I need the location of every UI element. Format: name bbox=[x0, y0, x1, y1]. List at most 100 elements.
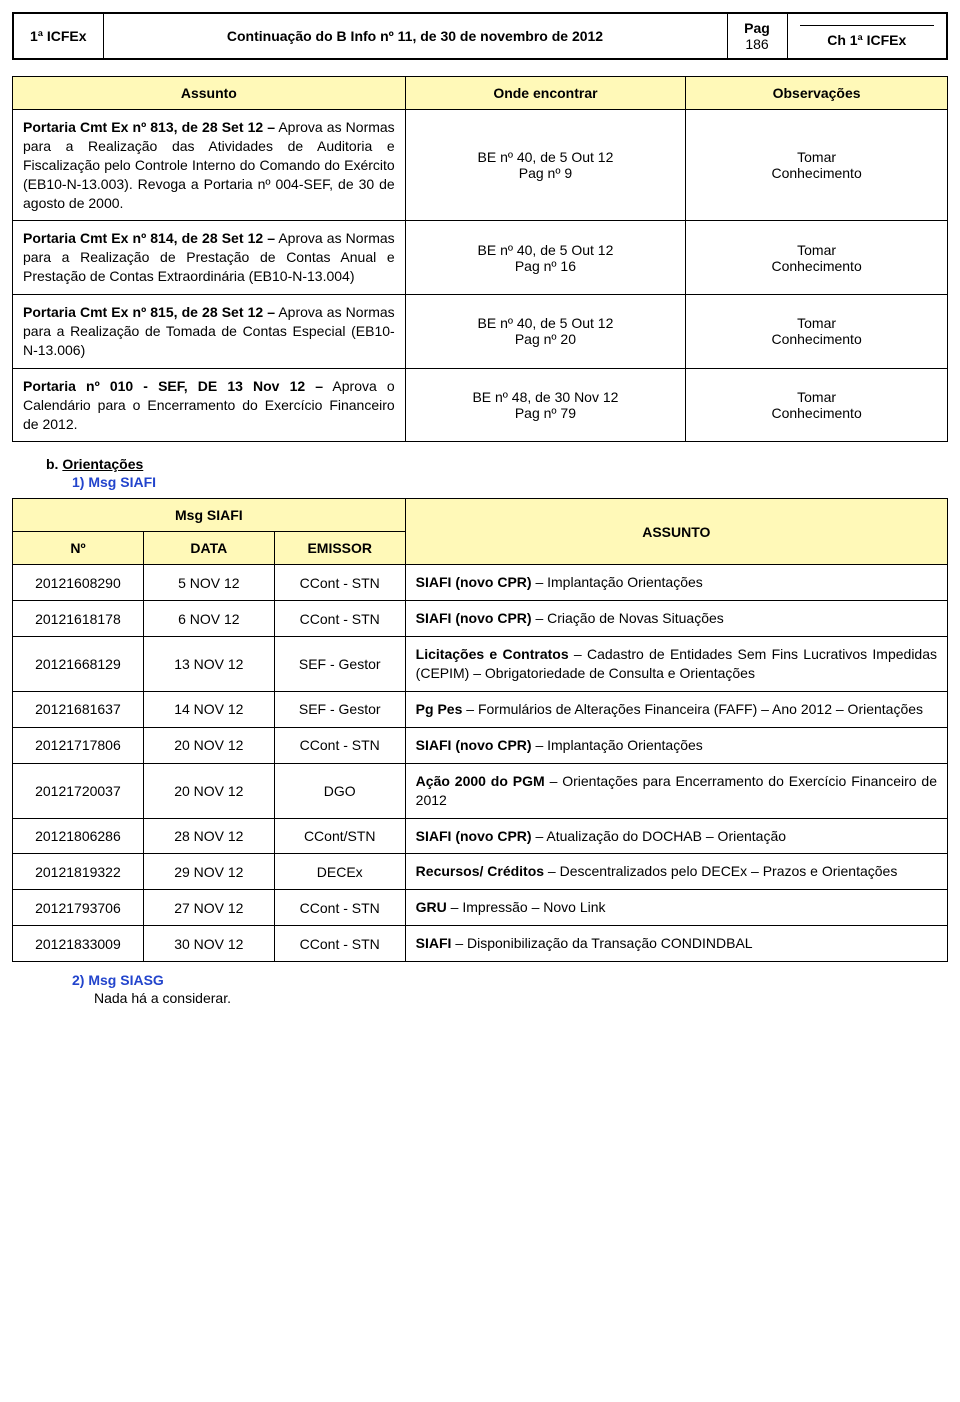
header-left-cell: 1ª ICFEx bbox=[13, 13, 103, 59]
section-sub2: 2) Msg SIASG bbox=[72, 972, 948, 988]
msg-cell-no: 20121720037 bbox=[13, 763, 144, 818]
onde-line2: Pag nº 16 bbox=[416, 258, 676, 274]
obs-line1: Tomar bbox=[696, 315, 937, 331]
msg-row: 2012183300930 NOV 12CCont - STNSIAFI – D… bbox=[13, 926, 948, 962]
msg-row: 2012166812913 NOV 12SEF - GestorLicitaçõ… bbox=[13, 637, 948, 692]
onde-line1: BE nº 40, de 5 Out 12 bbox=[416, 149, 676, 165]
assunto-bold: Portaria Cmt Ex nº 813, de 28 Set 12 – bbox=[23, 119, 275, 135]
obs-line1: Tomar bbox=[696, 242, 937, 258]
assunto-cell-obs: TomarConhecimento bbox=[686, 368, 948, 442]
msg-assunto-bold: GRU bbox=[416, 899, 447, 915]
msg-assunto-rest: – Formulários de Alterações Financeira (… bbox=[462, 701, 923, 717]
msg-assunto-rest: – Atualização do DOCHAB – Orientação bbox=[532, 828, 786, 844]
msg-cell-no: 20121819322 bbox=[13, 854, 144, 890]
assunto-cell-assunto: Portaria Cmt Ex nº 815, de 28 Set 12 – A… bbox=[13, 295, 406, 369]
obs-line2: Conhecimento bbox=[696, 331, 937, 347]
msg-cell-no: 20121793706 bbox=[13, 890, 144, 926]
msg-cell-assunto: GRU – Impressão – Novo Link bbox=[405, 890, 947, 926]
msg-cell-no: 20121806286 bbox=[13, 818, 144, 854]
onde-line1: BE nº 48, de 30 Nov 12 bbox=[416, 389, 676, 405]
msg-cell-emissor: DGO bbox=[274, 763, 405, 818]
msg-cell-no: 20121608290 bbox=[13, 565, 144, 601]
assunto-cell-onde: BE nº 48, de 30 Nov 12Pag nº 79 bbox=[405, 368, 686, 442]
msg-cell-no: 20121618178 bbox=[13, 601, 144, 637]
header-pag-number: 186 bbox=[745, 36, 768, 52]
msg-row: 201216181786 NOV 12CCont - STNSIAFI (nov… bbox=[13, 601, 948, 637]
msg-assunto-bold: SIAFI bbox=[416, 935, 452, 951]
msg-subhead-data: DATA bbox=[143, 532, 274, 565]
obs-line1: Tomar bbox=[696, 389, 937, 405]
msg-cell-emissor: CCont - STN bbox=[274, 890, 405, 926]
msg-assunto-bold: Recursos/ Créditos bbox=[416, 863, 544, 879]
msg-cell-assunto: Pg Pes – Formulários de Alterações Finan… bbox=[405, 692, 947, 728]
msg-assunto-rest: – Descentralizados pelo DECEx – Prazos e… bbox=[544, 863, 897, 879]
obs-line2: Conhecimento bbox=[696, 165, 937, 181]
msg-row: 2012181932229 NOV 12DECExRecursos/ Crédi… bbox=[13, 854, 948, 890]
msg-cell-data: 28 NOV 12 bbox=[143, 818, 274, 854]
msg-cell-assunto: SIAFI – Disponibilização da Transação CO… bbox=[405, 926, 947, 962]
assunto-bold: Portaria Cmt Ex nº 814, de 28 Set 12 – bbox=[23, 230, 275, 246]
msg-cell-data: 27 NOV 12 bbox=[143, 890, 274, 926]
header-ch-text: Ch 1ª ICFEx bbox=[796, 32, 939, 48]
msg-assunto-rest: – Implantação Orientações bbox=[532, 574, 703, 590]
nada-text: Nada há a considerar. bbox=[94, 990, 948, 1006]
msg-subhead-emissor: EMISSOR bbox=[274, 532, 405, 565]
msg-cell-data: 20 NOV 12 bbox=[143, 727, 274, 763]
msg-cell-emissor: CCont - STN bbox=[274, 601, 405, 637]
msg-cell-data: 14 NOV 12 bbox=[143, 692, 274, 728]
page-header-table: 1ª ICFEx Continuação do B Info nº 11, de… bbox=[12, 12, 948, 60]
msg-row: 2012168163714 NOV 12SEF - GestorPg Pes –… bbox=[13, 692, 948, 728]
msg-cell-data: 29 NOV 12 bbox=[143, 854, 274, 890]
section-b-text: Orientações bbox=[62, 456, 143, 472]
assunto-head-row: Assunto Onde encontrar Observações bbox=[13, 77, 948, 110]
assunto-cell-obs: TomarConhecimento bbox=[686, 221, 948, 295]
msg-cell-data: 30 NOV 12 bbox=[143, 926, 274, 962]
header-pag-label: Pag bbox=[736, 20, 779, 36]
msg-cell-data: 13 NOV 12 bbox=[143, 637, 274, 692]
msg-head-left: Msg SIAFI bbox=[13, 499, 406, 532]
msg-cell-assunto: SIAFI (novo CPR) – Implantação Orientaçõ… bbox=[405, 565, 947, 601]
msg-cell-emissor: DECEx bbox=[274, 854, 405, 890]
msg-cell-assunto: SIAFI (novo CPR) – Atualização do DOCHAB… bbox=[405, 818, 947, 854]
assunto-row: Portaria nº 010 - SEF, DE 13 Nov 12 – Ap… bbox=[13, 368, 948, 442]
section-sub1: 1) Msg SIAFI bbox=[72, 474, 948, 490]
msg-assunto-rest: – Impressão – Novo Link bbox=[447, 899, 606, 915]
header-pag-cell: Pag 186 bbox=[727, 13, 787, 59]
assunto-table: Assunto Onde encontrar Observações Porta… bbox=[12, 76, 948, 442]
msg-row: 2012171780620 NOV 12CCont - STNSIAFI (no… bbox=[13, 727, 948, 763]
onde-line1: BE nº 40, de 5 Out 12 bbox=[416, 242, 676, 258]
msg-assunto-bold: SIAFI (novo CPR) bbox=[416, 574, 532, 590]
msg-cell-no: 20121833009 bbox=[13, 926, 144, 962]
msg-cell-emissor: SEF - Gestor bbox=[274, 692, 405, 728]
msg-row: 2012172003720 NOV 12DGOAção 2000 do PGM … bbox=[13, 763, 948, 818]
msg-siafi-table: Msg SIAFI ASSUNTO Nº DATA EMISSOR 201216… bbox=[12, 498, 948, 962]
msg-row: 2012180628628 NOV 12CCont/STNSIAFI (novo… bbox=[13, 818, 948, 854]
msg-subhead-no: Nº bbox=[13, 532, 144, 565]
header-ch-line bbox=[800, 25, 935, 26]
assunto-row: Portaria Cmt Ex nº 814, de 28 Set 12 – A… bbox=[13, 221, 948, 295]
msg-cell-assunto: SIAFI (novo CPR) – Implantação Orientaçõ… bbox=[405, 727, 947, 763]
msg-cell-emissor: CCont - STN bbox=[274, 565, 405, 601]
assunto-cell-obs: TomarConhecimento bbox=[686, 110, 948, 221]
msg-cell-assunto: SIAFI (novo CPR) – Criação de Novas Situ… bbox=[405, 601, 947, 637]
assunto-cell-onde: BE nº 40, de 5 Out 12Pag nº 20 bbox=[405, 295, 686, 369]
section-b-prefix: b. bbox=[46, 456, 62, 472]
assunto-bold: Portaria nº 010 - SEF, DE 13 Nov 12 – bbox=[23, 378, 323, 394]
msg-assunto-rest: – Criação de Novas Situações bbox=[532, 610, 724, 626]
onde-line2: Pag nº 9 bbox=[416, 165, 676, 181]
msg-cell-emissor: CCont/STN bbox=[274, 818, 405, 854]
msg-head-row1: Msg SIAFI ASSUNTO bbox=[13, 499, 948, 532]
msg-row: 2012179370627 NOV 12CCont - STNGRU – Imp… bbox=[13, 890, 948, 926]
assunto-head-assunto: Assunto bbox=[13, 77, 406, 110]
msg-cell-no: 20121717806 bbox=[13, 727, 144, 763]
msg-cell-emissor: CCont - STN bbox=[274, 926, 405, 962]
assunto-row: Portaria Cmt Ex nº 815, de 28 Set 12 – A… bbox=[13, 295, 948, 369]
onde-line2: Pag nº 79 bbox=[416, 405, 676, 421]
assunto-cell-onde: BE nº 40, de 5 Out 12Pag nº 16 bbox=[405, 221, 686, 295]
obs-line2: Conhecimento bbox=[696, 258, 937, 274]
msg-assunto-bold: Ação 2000 do PGM bbox=[416, 773, 545, 789]
msg-cell-no: 20121681637 bbox=[13, 692, 144, 728]
msg-cell-assunto: Recursos/ Créditos – Descentralizados pe… bbox=[405, 854, 947, 890]
assunto-cell-assunto: Portaria Cmt Ex nº 813, de 28 Set 12 – A… bbox=[13, 110, 406, 221]
header-ch-cell: Ch 1ª ICFEx bbox=[787, 13, 947, 59]
